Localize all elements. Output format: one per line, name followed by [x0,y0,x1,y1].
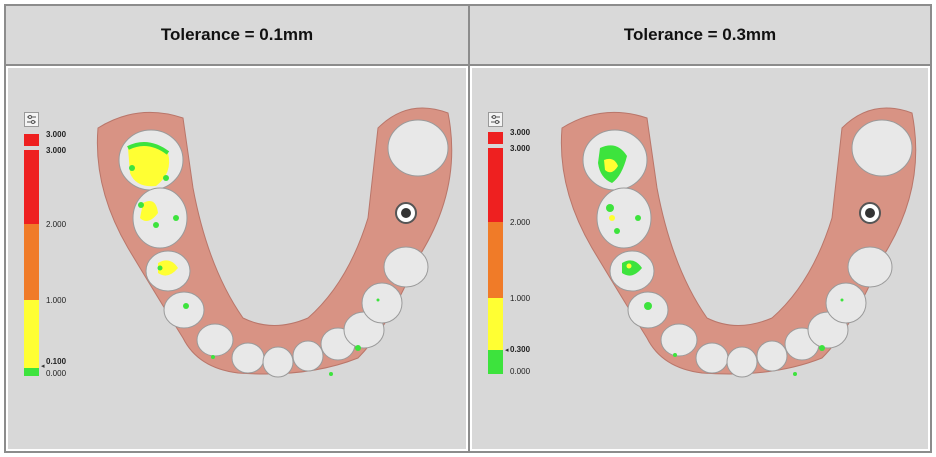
legend-settings-icon[interactable] [488,112,503,127]
dental-arch-scan [560,107,917,378]
teeth [582,119,913,378]
scale-red-top [488,132,503,144]
scale-orange [24,224,39,300]
deviation-map [127,142,380,376]
panel-title: Tolerance = 0.3mm [623,25,777,44]
scale-label: 0.000 [46,369,67,378]
legend-settings-icon[interactable] [24,112,39,127]
tolerance-marker-icon: ◂ [41,363,45,370]
scale-label: 1.000 [510,294,531,303]
scale-yellow [24,300,39,368]
scale-red-top [24,134,39,146]
scale-green [24,368,39,376]
dental-arch-scan [96,107,453,378]
scale-label-tolerance: 0.100 [46,357,67,366]
scale-label: 3.000 [510,144,531,153]
scale-red [488,148,503,222]
color-scale-legend: 3.000 3.000 2.000 1.000 ◂ 0.300 0.000 [488,112,548,382]
scale-label-tolerance: 0.300 [510,345,531,354]
scale-red [24,150,39,224]
panel-tolerance-0-1: Tolerance = 0.1mm 3.000 3.000 2.000 1.00… [6,6,470,451]
scan-viewport[interactable]: 3.000 3.000 2.000 1.000 ◂ 0.300 0.000 [472,68,928,449]
scale-yellow [488,298,503,350]
scale-orange [488,222,503,298]
panel-header: Tolerance = 0.1mm [6,6,468,66]
scan-viewport[interactable]: 3.000 3.000 2.000 1.000 ◂ 0.100 0.000 [8,68,466,449]
scale-green [488,350,503,374]
deviation-map [598,145,844,376]
color-scale-legend: 3.000 3.000 2.000 1.000 ◂ 0.100 0.000 [24,112,84,382]
scale-label: 0.000 [510,367,531,376]
scale-label-top: 3.000 [510,128,531,137]
tolerance-marker-icon: ◂ [505,347,509,354]
scale-label: 2.000 [510,218,531,227]
scale-label: 2.000 [46,220,67,229]
scale-label-top: 3.000 [46,130,67,139]
scale-label: 1.000 [46,296,67,305]
panel-header: Tolerance = 0.3mm [470,6,930,66]
panel-title: Tolerance = 0.1mm [160,25,314,44]
scale-label: 3.000 [46,146,67,155]
panel-tolerance-0-3: Tolerance = 0.3mm 3.000 3.000 2.000 1.00… [470,6,930,451]
comparison-frame: Tolerance = 0.1mm 3.000 3.000 2.000 1.00… [4,4,932,453]
